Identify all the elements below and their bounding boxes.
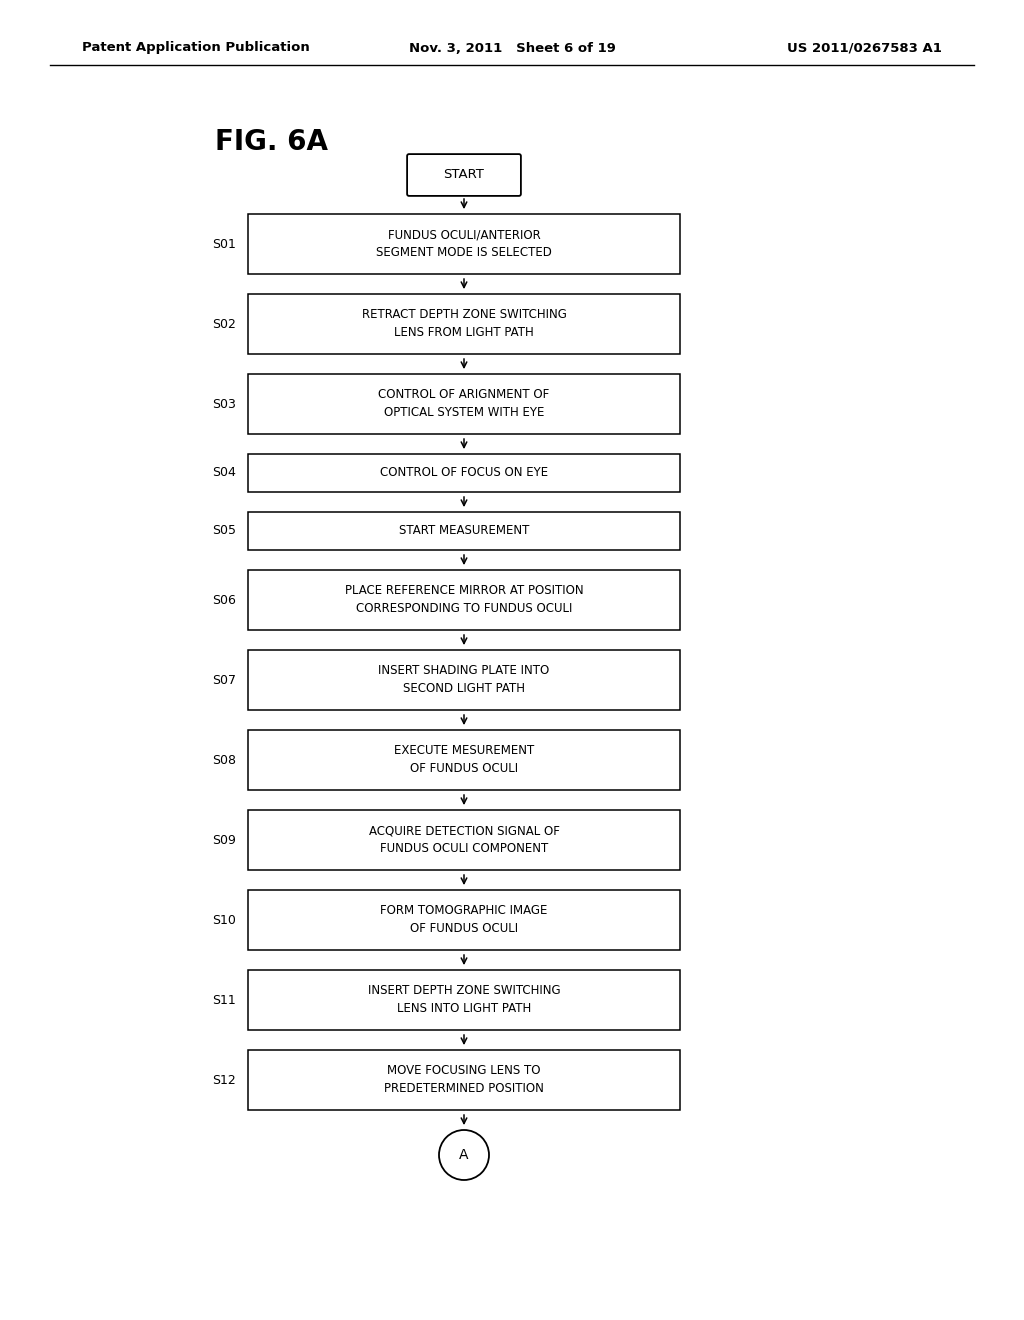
Text: S07: S07	[212, 673, 236, 686]
Bar	[248, 890, 680, 950]
Bar	[248, 1049, 680, 1110]
Circle shape	[439, 1130, 489, 1180]
Text: EXECUTE MESUREMENT
OF FUNDUS OCULI: EXECUTE MESUREMENT OF FUNDUS OCULI	[394, 744, 535, 776]
Text: S03: S03	[212, 397, 236, 411]
Text: FUNDUS OCULI/ANTERIOR
SEGMENT MODE IS SELECTED: FUNDUS OCULI/ANTERIOR SEGMENT MODE IS SE…	[376, 228, 552, 260]
Text: START MEASUREMENT: START MEASUREMENT	[398, 524, 529, 537]
Text: ACQUIRE DETECTION SIGNAL OF
FUNDUS OCULI COMPONENT: ACQUIRE DETECTION SIGNAL OF FUNDUS OCULI…	[369, 825, 559, 855]
Text: S08: S08	[212, 754, 236, 767]
Bar	[248, 649, 680, 710]
Text: A: A	[459, 1148, 469, 1162]
Bar	[248, 454, 680, 492]
Text: CONTROL OF ARIGNMENT OF
OPTICAL SYSTEM WITH EYE: CONTROL OF ARIGNMENT OF OPTICAL SYSTEM W…	[379, 388, 550, 420]
Text: FIG. 6A: FIG. 6A	[215, 128, 328, 156]
Bar	[248, 570, 680, 630]
Text: US 2011/0267583 A1: US 2011/0267583 A1	[787, 41, 942, 54]
Text: INSERT SHADING PLATE INTO
SECOND LIGHT PATH: INSERT SHADING PLATE INTO SECOND LIGHT P…	[379, 664, 550, 696]
Text: S10: S10	[212, 913, 236, 927]
Bar	[248, 374, 680, 434]
Text: S11: S11	[212, 994, 236, 1006]
Bar	[248, 810, 680, 870]
Text: S02: S02	[212, 318, 236, 330]
Text: PLACE REFERENCE MIRROR AT POSITION
CORRESPONDING TO FUNDUS OCULI: PLACE REFERENCE MIRROR AT POSITION CORRE…	[345, 585, 584, 615]
Bar	[248, 294, 680, 354]
Bar	[248, 512, 680, 550]
Text: S06: S06	[212, 594, 236, 606]
Text: FORM TOMOGRAPHIC IMAGE
OF FUNDUS OCULI: FORM TOMOGRAPHIC IMAGE OF FUNDUS OCULI	[380, 904, 548, 936]
Text: MOVE FOCUSING LENS TO
PREDETERMINED POSITION: MOVE FOCUSING LENS TO PREDETERMINED POSI…	[384, 1064, 544, 1096]
Text: S12: S12	[212, 1073, 236, 1086]
Text: CONTROL OF FOCUS ON EYE: CONTROL OF FOCUS ON EYE	[380, 466, 548, 479]
Text: RETRACT DEPTH ZONE SWITCHING
LENS FROM LIGHT PATH: RETRACT DEPTH ZONE SWITCHING LENS FROM L…	[361, 309, 566, 339]
Text: S04: S04	[212, 466, 236, 479]
Bar	[248, 970, 680, 1030]
Text: S01: S01	[212, 238, 236, 251]
Text: START: START	[443, 169, 484, 181]
Bar	[248, 214, 680, 275]
Text: S09: S09	[212, 833, 236, 846]
Text: Patent Application Publication: Patent Application Publication	[82, 41, 309, 54]
Text: S05: S05	[212, 524, 236, 537]
Text: Nov. 3, 2011   Sheet 6 of 19: Nov. 3, 2011 Sheet 6 of 19	[409, 41, 615, 54]
Text: INSERT DEPTH ZONE SWITCHING
LENS INTO LIGHT PATH: INSERT DEPTH ZONE SWITCHING LENS INTO LI…	[368, 985, 560, 1015]
Bar	[248, 730, 680, 789]
FancyBboxPatch shape	[408, 154, 521, 195]
